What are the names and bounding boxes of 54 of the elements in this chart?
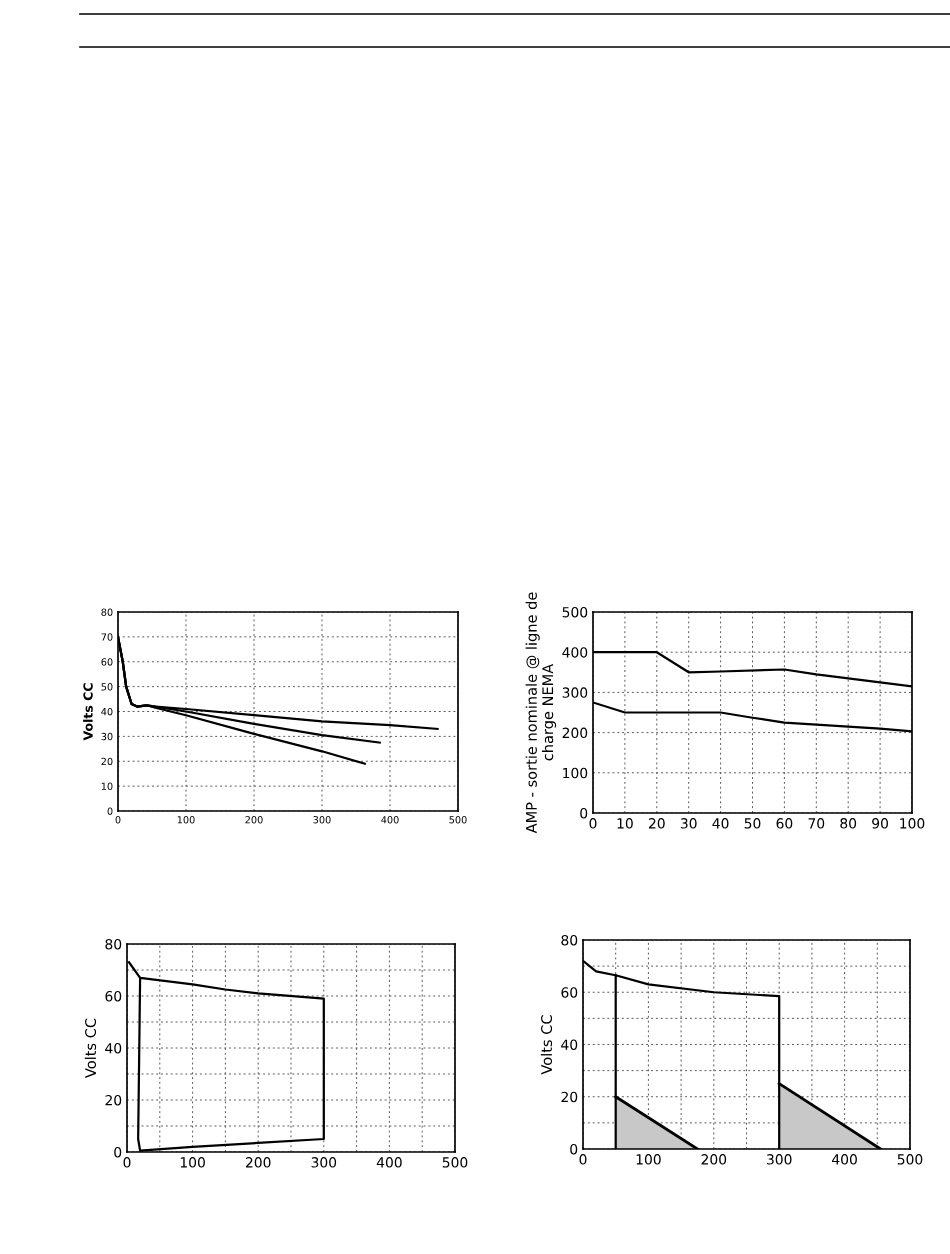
x-tick-label: 10 bbox=[617, 818, 633, 829]
y-tick-label: 20 bbox=[105, 1094, 122, 1106]
y-axis-title: Volts CC bbox=[84, 1018, 97, 1078]
y-tick-label: 40 bbox=[105, 1042, 122, 1054]
y-tick-label: 10 bbox=[101, 782, 113, 790]
y-tick-label: 30 bbox=[101, 732, 113, 741]
x-tick-label: 400 bbox=[376, 1157, 402, 1168]
x-tick-label: 200 bbox=[701, 1154, 727, 1165]
y-tick-label: 70 bbox=[101, 633, 113, 641]
x-tick-label: 0 bbox=[123, 1157, 131, 1168]
x-tick-label: 200 bbox=[245, 816, 263, 824]
y-axis-title: AMP - sortie nominale @ ligne de charge NEMA bbox=[525, 592, 557, 834]
x-tick-label: 20 bbox=[648, 818, 665, 829]
y-tick-label: 500 bbox=[562, 606, 588, 618]
y-tick-label: 100 bbox=[563, 767, 588, 779]
y-tick-label: 50 bbox=[101, 683, 113, 691]
y-tick-label: 40 bbox=[101, 707, 113, 716]
x-tick-label: 70 bbox=[808, 818, 825, 829]
y-tick-label: 400 bbox=[562, 647, 588, 658]
x-tick-label: 300 bbox=[313, 816, 331, 824]
y-tick-label: 300 bbox=[562, 687, 588, 698]
x-tick-label: 500 bbox=[442, 1157, 468, 1168]
y-tick-label: 80 bbox=[105, 938, 122, 950]
x-tick-label: 100 bbox=[177, 816, 195, 824]
y-tick-label: 200 bbox=[562, 727, 588, 739]
y-tick-label: 80 bbox=[561, 934, 578, 946]
x-tick-label: 500 bbox=[449, 816, 467, 824]
x-tick-label: 0 bbox=[589, 818, 597, 829]
x-tick-label: 90 bbox=[872, 818, 889, 829]
x-tick-label: 30 bbox=[680, 818, 697, 829]
x-tick-label: 60 bbox=[776, 818, 793, 829]
x-tick-label: 40 bbox=[712, 818, 729, 829]
y-tick-label: 20 bbox=[101, 757, 113, 766]
y-tick-label: 20 bbox=[561, 1091, 578, 1103]
y-tick-label: 60 bbox=[105, 990, 122, 1002]
y-tick-label: 60 bbox=[101, 658, 113, 666]
x-tick-label: 500 bbox=[897, 1154, 923, 1165]
y-tick-label: 60 bbox=[561, 987, 578, 998]
y-tick-label: 0 bbox=[107, 807, 113, 815]
x-tick-label: 50 bbox=[744, 818, 761, 829]
y-axis-title: Volts CC bbox=[540, 1015, 553, 1075]
x-tick-label: 100 bbox=[900, 818, 925, 829]
x-tick-label: 300 bbox=[767, 1154, 792, 1165]
y-tick-label: 40 bbox=[561, 1039, 578, 1050]
x-tick-label: 100 bbox=[180, 1157, 205, 1168]
x-tick-label: 100 bbox=[636, 1154, 661, 1165]
x-tick-label: 80 bbox=[840, 818, 857, 829]
y-axis-title: Volts CC bbox=[83, 683, 93, 741]
y-tick-label: 80 bbox=[101, 608, 113, 616]
y-tick-label: 0 bbox=[570, 1143, 578, 1155]
x-tick-label: 300 bbox=[311, 1157, 337, 1168]
x-tick-label: 400 bbox=[381, 816, 399, 824]
x-tick-label: 200 bbox=[245, 1157, 271, 1168]
x-tick-label: 400 bbox=[832, 1154, 857, 1165]
